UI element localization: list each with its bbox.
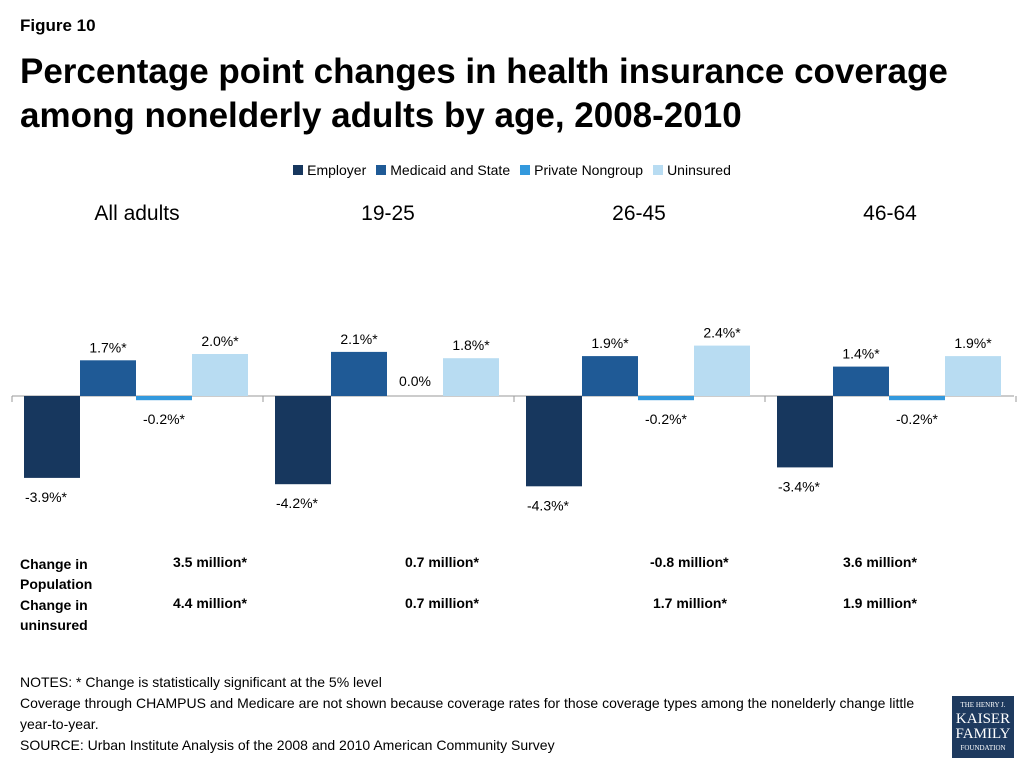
bar-uninsured <box>945 356 1001 396</box>
bar-chart: All adults -3.9%* 1.7%* -0.2%* 2.0%* 19-25 -4.… <box>11 202 1017 513</box>
data-label: -0.2%* <box>143 411 186 427</box>
bar-employer <box>24 396 80 478</box>
bar-employer <box>526 396 582 487</box>
legend-label: Employer <box>307 162 367 178</box>
bar-medicaid-and-state <box>80 360 136 396</box>
data-label: 1.9%* <box>591 335 629 351</box>
bar-uninsured <box>192 354 248 396</box>
legend-swatch <box>653 165 664 175</box>
legend-item-medicaid-and-state: Medicaid and State <box>376 162 510 178</box>
change-in-population-label: Change in Population <box>20 556 93 592</box>
change-in-uninsured-label: Change in uninsured <box>20 597 88 633</box>
data-label: -4.3%* <box>527 497 570 513</box>
data-label: -3.4%* <box>778 478 821 494</box>
data-label: 1.7%* <box>89 339 127 355</box>
notes: NOTES: * Change is statistically signifi… <box>20 672 930 756</box>
figure-label: Figure 10 <box>20 16 96 35</box>
notes-coverage: Coverage through CHAMPUS and Medicare ar… <box>20 695 915 732</box>
bar-uninsured <box>694 345 750 396</box>
category-label: 46-64 <box>863 202 917 225</box>
logo-line-3: FAMILY <box>955 726 1011 742</box>
category-label: All adults <box>94 202 179 225</box>
bar-private-nongroup <box>889 396 945 401</box>
notes-source: SOURCE: Urban Institute Analysis of the … <box>20 737 555 753</box>
population-change-19-25: 0.7 million* <box>405 554 479 570</box>
data-label: -0.2%* <box>645 411 688 427</box>
kaiser-family-foundation-logo: THE HENRY J. KAISER FAMILY FOUNDATION <box>952 696 1014 758</box>
chart-title: Percentage point changes in health insur… <box>20 52 948 135</box>
notes-significance: NOTES: * Change is statistically signifi… <box>20 674 382 690</box>
legend-swatch <box>376 165 387 175</box>
data-label: 1.9%* <box>954 335 992 351</box>
logo-line-4: FOUNDATION <box>960 744 1006 752</box>
data-label: 2.1%* <box>340 331 378 347</box>
population-change-46-64: 3.6 million* <box>843 554 917 570</box>
category-label: 19-25 <box>361 202 415 225</box>
data-label: 2.4%* <box>703 325 741 341</box>
data-label: -0.2%* <box>896 411 939 427</box>
legend-swatch <box>293 165 304 175</box>
population-change-26-45: -0.8 million* <box>650 554 729 570</box>
uninsured-change-26-45: 1.7 million* <box>653 595 727 611</box>
bar-private-nongroup <box>638 396 694 401</box>
data-label: 2.0%* <box>201 333 239 349</box>
population-change-all-adults: 3.5 million* <box>173 554 247 570</box>
uninsured-change-all-adults: 4.4 million* <box>173 595 247 611</box>
data-label: -4.2%* <box>276 495 319 511</box>
logo-line-1: THE HENRY J. <box>960 701 1006 709</box>
legend-label: Medicaid and State <box>390 162 511 178</box>
bar-uninsured <box>443 358 499 396</box>
data-label: -3.9%* <box>25 489 68 505</box>
bar-private-nongroup <box>136 396 192 401</box>
data-label: 1.8%* <box>452 337 490 353</box>
bar-employer <box>777 396 833 468</box>
data-label: 0.0% <box>399 373 431 389</box>
legend: Employer Medicaid and State Private Nongro… <box>0 162 1024 178</box>
legend-label: Uninsured <box>667 162 731 178</box>
category-label: 26-45 <box>612 202 666 225</box>
bar-medicaid-and-state <box>582 356 638 396</box>
legend-item-employer: Employer <box>293 162 366 178</box>
bar-employer <box>275 396 331 485</box>
legend-label: Private Nongroup <box>534 162 644 178</box>
bar-medicaid-and-state <box>833 366 889 396</box>
data-label: 1.4%* <box>842 346 880 362</box>
bar-medicaid-and-state <box>331 351 387 396</box>
legend-swatch <box>520 165 531 175</box>
logo-line-2: KAISER <box>955 711 1011 727</box>
uninsured-change-19-25: 0.7 million* <box>405 595 479 611</box>
uninsured-change-46-64: 1.9 million* <box>843 595 917 611</box>
legend-item-private-nongroup: Private Nongroup <box>520 162 643 178</box>
legend-item-uninsured: Uninsured <box>653 162 731 178</box>
